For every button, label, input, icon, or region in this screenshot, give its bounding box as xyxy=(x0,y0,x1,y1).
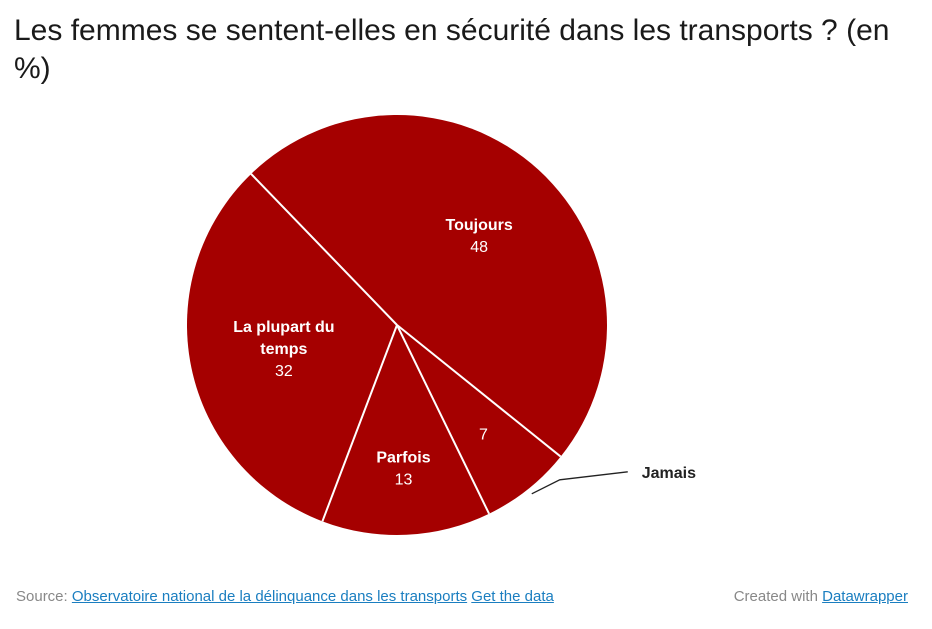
slice-value-jamais: 7 xyxy=(479,426,488,443)
slice-separator xyxy=(396,324,490,515)
pie-slice-jamais xyxy=(397,325,561,514)
chart-title: Les femmes se sentent-elles en sécurité … xyxy=(14,14,890,85)
source-prefix: Source: xyxy=(16,588,68,605)
slice-label-la-plupart-du-temps: temps xyxy=(260,341,307,358)
slice-value-parfois: 13 xyxy=(395,472,413,489)
get-the-data-link[interactable]: Get the data xyxy=(471,588,554,605)
source-line: Source: Observatoire national de la déli… xyxy=(16,587,554,607)
datawrapper-link[interactable]: Datawrapper xyxy=(822,588,908,605)
leader-line-jamais xyxy=(531,471,628,495)
slice-label-toujours: Toujours xyxy=(446,217,513,234)
slice-separator xyxy=(250,173,398,326)
slice-value-la-plupart-du-temps: 32 xyxy=(275,363,293,380)
pie-chart: Toujours 48 7 Jamais Parfois 13 La plupart du t… xyxy=(186,114,696,535)
slice-label-jamais: Jamais xyxy=(642,465,696,482)
labels-layer: Toujours 48 7 Jamais Parfois 13 La plupart du t… xyxy=(233,217,696,495)
source-link[interactable]: Observatoire national de la délinquance … xyxy=(71,588,468,605)
slice-label-la-plupart-du-temps: La plupart du xyxy=(233,319,334,336)
slice-value-toujours: 48 xyxy=(470,239,488,256)
credit-line: Created with Datawrapper xyxy=(734,587,908,607)
slice-label-parfois: Parfois xyxy=(376,450,430,467)
slice-separator xyxy=(321,324,398,522)
pie-slice-la-plupart-du-temps xyxy=(186,173,397,522)
slices-layer xyxy=(186,114,608,535)
pie-slice-toujours xyxy=(251,114,608,457)
separators-layer xyxy=(250,173,562,522)
pie-slice-parfois xyxy=(322,325,490,535)
created-with-prefix: Created with xyxy=(733,588,818,605)
slice-separator xyxy=(396,324,562,458)
